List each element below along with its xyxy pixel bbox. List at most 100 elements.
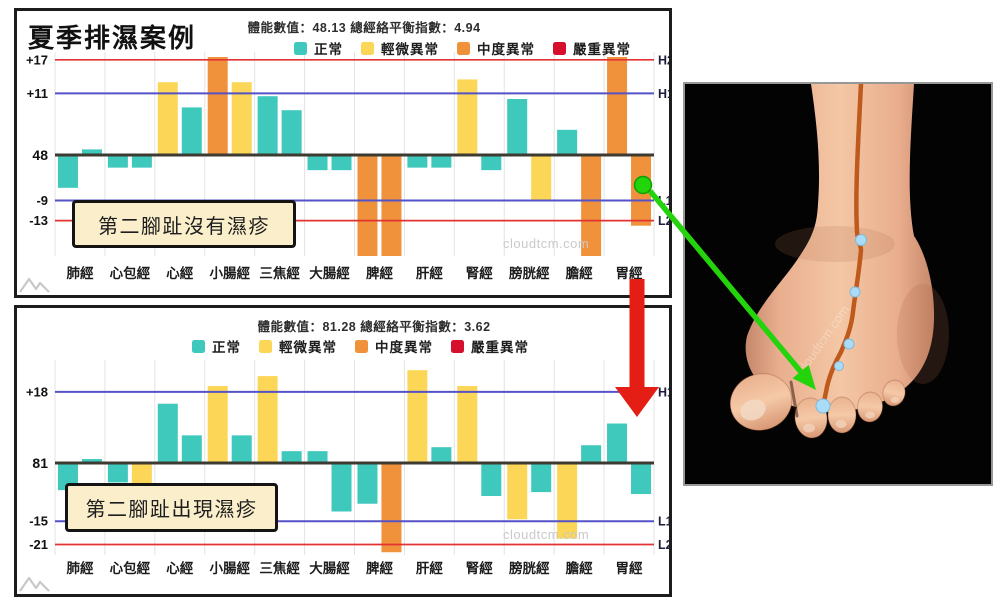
mountain-icon	[19, 277, 50, 293]
watermark-top: cloudtcm.com	[503, 236, 590, 251]
line-label-H1: H1	[658, 385, 672, 399]
bar-心包經-right	[131, 155, 152, 168]
bar-胃經-right	[631, 463, 652, 495]
bar-chart-top: H2 +17 H1 +11 L1 -9 L2 -13 48 肺經 心包經 心經 小腸經 三焦經 大腸經 脾經 肝…	[26, 52, 672, 281]
x-label-小腸經: 小腸經	[209, 560, 250, 576]
y-tick--13: -13	[29, 213, 48, 228]
legend-label: 嚴重異常	[573, 42, 631, 57]
x-label-小腸經: 小腸經	[209, 265, 250, 281]
x-label-脾經: 脾經	[366, 560, 393, 576]
bar-肝經-left	[407, 155, 428, 168]
bar-心經-left	[157, 82, 178, 155]
bar-三焦經-left	[257, 96, 278, 155]
toenail	[865, 411, 875, 419]
x-label-膽經: 膽經	[566, 265, 594, 281]
y-tick-+17: +17	[26, 52, 48, 67]
bar-膽經-left	[557, 129, 578, 155]
bar-肝經-right	[431, 447, 452, 463]
legend-label: 中度異常	[375, 340, 433, 355]
x-label-三焦經: 三焦經	[259, 265, 300, 281]
bar-三焦經-left	[257, 376, 278, 463]
x-label-大腸經: 大腸經	[309, 265, 350, 281]
bar-肺經-left	[57, 155, 78, 188]
heel-shading	[897, 284, 949, 384]
bar-膽經-right	[581, 155, 602, 256]
y-tick-+11: +11	[27, 86, 48, 101]
bar-小腸經-right	[231, 82, 252, 155]
bar-肺經-right	[81, 149, 102, 155]
x-label-腎經: 腎經	[466, 560, 493, 576]
bar-膽經-right	[581, 445, 602, 463]
annotation-callout-top: 第二腳趾沒有濕疹	[72, 200, 296, 248]
x-label-胃經: 胃經	[616, 560, 643, 576]
bar-脾經-left	[357, 155, 378, 256]
legend-item-moderate: 中度異常	[457, 38, 535, 58]
bar-脾經-right	[381, 155, 402, 256]
toenail	[803, 423, 815, 433]
bar-大腸經-right	[331, 155, 352, 171]
chart-header-bottom: 體能數值：81.28 總經絡平衡指數：3.62	[257, 320, 491, 334]
toe-gap-shadow	[789, 380, 799, 418]
x-label-肺經: 肺經	[66, 265, 93, 281]
bar-腎經-right	[481, 155, 502, 171]
mild-swatch-icon	[259, 339, 272, 353]
page-title: 夏季排濕案例	[28, 23, 197, 53]
baseline-label: 48	[32, 147, 48, 163]
bar-心包經-left	[107, 463, 128, 483]
legend-top: 正常 輕微異常 中度異常 嚴重異常	[294, 38, 631, 58]
bar-膀胱經-left	[507, 463, 528, 520]
acupoint-dot	[849, 286, 861, 298]
y-tick--9: -9	[36, 193, 48, 208]
line-label-L2: L2	[658, 214, 672, 228]
mild-swatch-icon	[361, 41, 374, 55]
line-label-H1: H1	[658, 87, 672, 101]
bar-脾經-right	[381, 463, 402, 553]
x-label-心包經: 心包經	[110, 265, 151, 281]
foot-illustration	[729, 81, 949, 439]
line-label-L1: L1	[658, 515, 672, 529]
bar-chart-bottom: H1 +18 L1 -15 L2 -21 81 肺經 心包經 心經 小腸經 三焦經 大腸經 脾經 肝經 腎經膀…	[26, 360, 672, 576]
toenail	[890, 397, 900, 403]
moderate-swatch-icon	[355, 339, 368, 353]
x-label-大腸經: 大腸經	[309, 560, 350, 576]
x-label-肺經: 肺經	[66, 560, 93, 576]
bar-肝經-right	[431, 155, 452, 168]
legend-item-mild: 輕微異常	[259, 336, 337, 356]
acupoint-dot-second-toe	[815, 398, 831, 414]
mountain-icon	[19, 576, 50, 592]
bar-大腸經-left	[307, 451, 328, 463]
x-label-膽經: 膽經	[566, 560, 594, 576]
bar-胃經-right	[631, 155, 652, 226]
legend-item-mild: 輕微異常	[361, 38, 439, 58]
moderate-swatch-icon	[457, 41, 470, 55]
severe-swatch-icon	[553, 41, 566, 55]
acupoint-dot	[843, 338, 855, 350]
watermark-bottom: cloudtcm.com	[503, 527, 590, 542]
normal-swatch-icon	[294, 41, 307, 55]
foot-image-panel: cloudtcm.com	[683, 81, 993, 486]
legend-item-normal: 正常	[192, 336, 241, 356]
legend-item-severe: 嚴重異常	[451, 336, 529, 356]
legend-label: 中度異常	[477, 42, 535, 57]
x-label-肝經: 肝經	[416, 560, 443, 576]
bar-心包經-left	[107, 155, 128, 168]
legend-bottom: 正常 輕微異常 中度異常 嚴重異常	[192, 336, 529, 356]
line-label-L1: L1	[658, 194, 672, 208]
bar-心經-right	[181, 435, 202, 463]
bar-大腸經-left	[307, 155, 328, 171]
x-label-膀胱經: 膀胱經	[508, 560, 550, 576]
acupoint-dot	[834, 361, 844, 371]
bar-小腸經-left	[207, 57, 228, 155]
bar-腎經-right	[481, 463, 502, 496]
legend-label: 輕微異常	[381, 42, 439, 57]
bar-脾經-left	[357, 463, 378, 504]
stomach-meridian-line	[820, 81, 864, 409]
chart-header-top: 體能數值：48.13 總經絡平衡指數：4.94	[247, 21, 481, 35]
legend-item-moderate: 中度異常	[355, 336, 433, 356]
legend-label: 正常	[314, 42, 343, 57]
chart-bottom: 體能數值：81.28 總經絡平衡指數：3.62 正常 輕微異常 中度異常 嚴重異…	[14, 305, 672, 597]
baseline-label: 81	[32, 455, 48, 471]
acupoint-dot	[855, 234, 867, 246]
bar-膽經-left	[557, 463, 578, 539]
